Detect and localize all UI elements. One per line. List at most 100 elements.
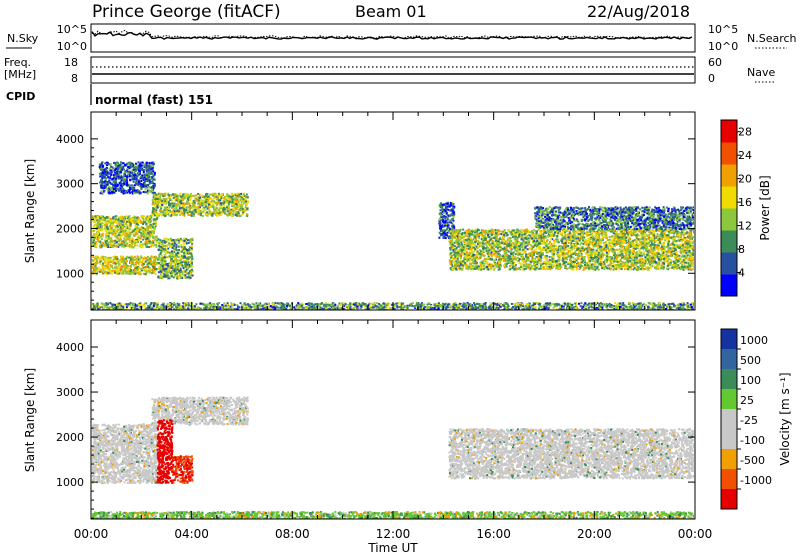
power-echo-cell-1 [112, 240, 115, 243]
power-echo-cell-6 [634, 230, 637, 233]
power-echo-cell-3 [242, 211, 244, 214]
power-echo-cell-2 [161, 272, 164, 275]
power-echo-cell-1 [101, 235, 104, 238]
power-echo-cell-3 [173, 204, 176, 207]
power-echo-cell-4 [142, 171, 145, 173]
power-echo-cell-6 [687, 240, 690, 243]
power-echo-cell-3 [215, 214, 218, 217]
power-echo-cell-3 [207, 206, 210, 209]
power-echo-cell-4 [147, 171, 150, 174]
power-echo-cell-0 [112, 262, 115, 265]
power-echo-cell-1 [96, 215, 99, 218]
power-echo-cell-0 [117, 262, 120, 265]
freq-tick-top: 18 [64, 56, 78, 69]
power-echo-cell-1 [128, 228, 131, 231]
power-echo-cell-2 [165, 270, 168, 273]
power-echo-cell-0 [134, 272, 137, 275]
power-echo-cell-6 [498, 242, 501, 245]
power-echo-cell-3 [229, 213, 232, 215]
power-echo-cell-1 [138, 243, 141, 246]
power-echo-cell-6 [634, 264, 636, 267]
power-echo-cell-1 [146, 246, 149, 248]
power-echo-cell-1 [130, 245, 133, 247]
power-echo-cell-4 [137, 171, 140, 174]
power-echo-cell-1 [149, 220, 152, 222]
nave-tick-top: 60 [708, 56, 722, 69]
power-echo-cell-3 [169, 197, 171, 200]
power-echo-cell-3 [237, 214, 240, 217]
power-echo-cell-3 [162, 195, 165, 197]
power-echo-cell-4 [133, 171, 136, 174]
power-echo-cell-3 [220, 206, 223, 209]
power-echo-cell-0 [130, 269, 133, 272]
power-echo-cell-4 [116, 184, 119, 186]
power-echo-cell-3 [203, 195, 206, 198]
power-echo-cell-3 [171, 205, 174, 208]
power-echo-cell-0 [100, 255, 103, 258]
power-echo-cell-6 [518, 248, 521, 251]
power-echo-cell-2 [170, 250, 173, 253]
power-echo-cell-0 [99, 269, 102, 271]
power-echo-cell-1 [140, 240, 142, 243]
power-echo-cell-6 [564, 234, 567, 237]
power-echo-cell-6 [600, 246, 603, 249]
noise-panel: N.Sky 10^5 10^0 10^5 10^0 N.Search [6, 23, 797, 53]
power-echo-cell-1 [107, 242, 109, 245]
power-echo-cell-6 [540, 240, 543, 242]
power-echo-cell-0 [95, 257, 98, 259]
power-echo-cell-3 [165, 208, 167, 211]
power-echo-cell-3 [219, 207, 222, 210]
power-echo-cell-6 [685, 261, 688, 264]
power-echo-cell-1 [135, 244, 138, 247]
power-echo-cell-2 [188, 262, 191, 264]
power-echo-cell-1 [137, 227, 140, 230]
power-echo-cell-1 [120, 245, 123, 248]
power-echo-cell-0 [139, 273, 142, 276]
power-echo-cell-5 [450, 202, 453, 205]
power-echo-cell-6 [480, 250, 483, 253]
power-echo-cell-2 [185, 240, 188, 243]
power-echo-cell-1 [121, 226, 124, 229]
power-echo-cell-3 [175, 205, 178, 208]
power-echo-cell-0 [98, 270, 101, 273]
power-echo-cell-3 [184, 196, 187, 198]
power-echo-cell-1 [151, 239, 154, 242]
power-echo-cell-2 [173, 264, 176, 267]
power-echo-cell-1 [129, 234, 132, 237]
power-echo-cell-6 [606, 243, 609, 246]
power-echo-cell-3 [232, 197, 235, 200]
power-echo-cell-5 [442, 235, 445, 238]
power-echo-cell-4 [152, 176, 155, 179]
power-echo-cell-4 [148, 166, 151, 169]
power-echo-cell-4 [132, 168, 135, 171]
power-echo-cell-5 [442, 219, 445, 222]
power-echo-cell-3 [192, 206, 195, 209]
power-echo-cell-1 [135, 216, 138, 219]
power-echo-cell-4 [116, 172, 119, 175]
power-echo-cell-3 [229, 196, 232, 199]
power-echo-cell-2 [158, 242, 161, 245]
power-echo-cell-2 [171, 243, 174, 245]
power-echo-cell-3 [177, 203, 180, 206]
power-echo-cell-5 [438, 218, 441, 221]
power-echo-cell-3 [185, 209, 188, 212]
power-echo-cell-1 [139, 220, 142, 223]
power-echo-cell-2 [164, 241, 167, 243]
power-echo-cell-3 [228, 195, 231, 198]
power-echo-cell-5 [448, 215, 451, 218]
power-echo-cell-2 [175, 259, 178, 262]
power-echo-cell-6 [601, 229, 604, 232]
power-echo-cell-0 [146, 265, 148, 268]
power-echo-cell-6 [451, 231, 454, 234]
power-echo-cell-0 [105, 267, 108, 270]
power-echo-cell-2 [182, 256, 185, 259]
power-echo-cell-5 [446, 231, 449, 234]
power-echo-cell-4 [122, 192, 125, 195]
power-echo-cell-6 [547, 245, 550, 248]
power-echo-cell-6 [633, 266, 636, 269]
power-echo-cell-3 [219, 202, 222, 205]
power-echo-cell-4 [132, 180, 135, 183]
power-echo-cell-0 [106, 257, 109, 260]
power-echo-cell-4 [126, 185, 129, 188]
